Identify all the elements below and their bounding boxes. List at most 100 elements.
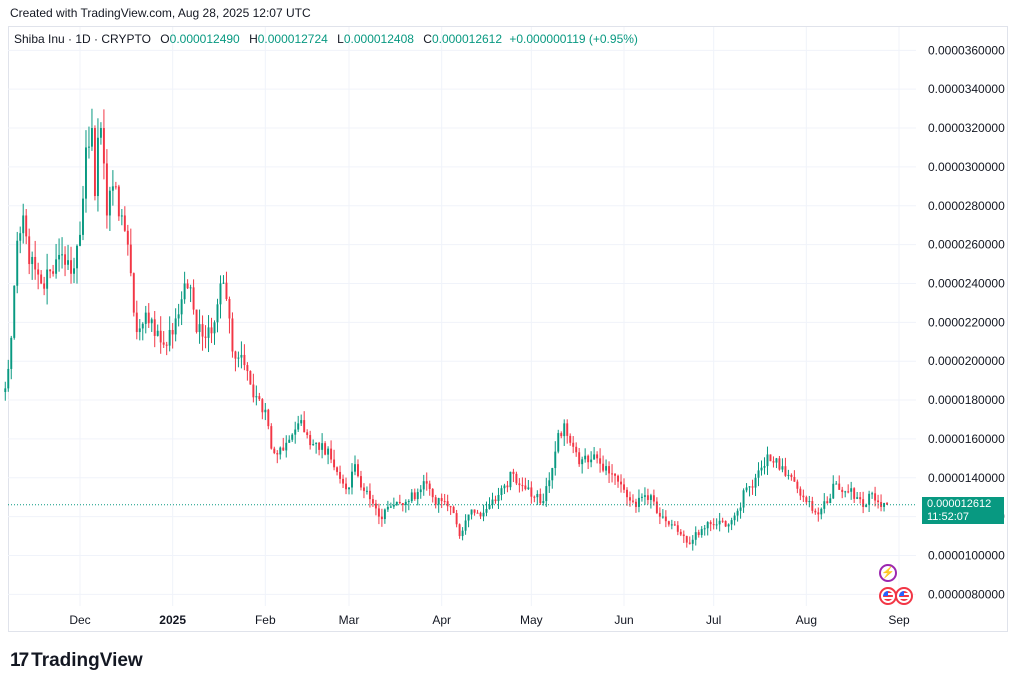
x-axis: Dec 2025 Feb Mar Apr May Jun Jul Aug Sep — [69, 613, 910, 627]
candle-body — [85, 147, 87, 199]
candle-body — [563, 423, 566, 437]
candle-body — [539, 493, 542, 504]
candle-body — [871, 493, 874, 495]
candle-body — [153, 319, 156, 336]
candle-body — [351, 471, 353, 488]
candle-body — [530, 487, 533, 497]
candle-body — [342, 478, 345, 484]
candle-body — [817, 512, 820, 515]
gridlines — [8, 27, 916, 606]
candle-body — [533, 496, 536, 498]
candle-body — [587, 455, 590, 463]
candle-body — [285, 442, 288, 451]
candle-body — [841, 489, 844, 493]
candle-body — [177, 314, 180, 319]
us-flag-icon[interactable] — [879, 587, 897, 605]
y-tick-label: 0.0000340000 — [928, 82, 1005, 96]
candle-body — [225, 282, 228, 300]
close-value: 0.000012612 — [431, 32, 503, 46]
candle-body — [847, 491, 850, 493]
candle-body — [219, 283, 222, 305]
candle-body — [383, 509, 386, 520]
x-tick-label: Mar — [339, 613, 360, 627]
y-tick-label: 0.0000140000 — [928, 471, 1005, 485]
candle-body — [560, 433, 563, 437]
candle-body — [348, 487, 350, 490]
candle-body — [614, 473, 617, 476]
candle-body — [150, 319, 153, 324]
chart-frame — [8, 26, 1008, 632]
lightning-icon[interactable]: ⚡ — [879, 564, 897, 582]
candle-body — [192, 287, 195, 310]
candle-body — [877, 500, 880, 503]
candle-body — [470, 509, 473, 515]
candle-body — [769, 454, 772, 462]
candle-body — [736, 510, 739, 516]
candle-body — [679, 531, 682, 535]
x-tick-label: Apr — [432, 613, 451, 627]
candle-body — [201, 324, 204, 337]
candle-body — [605, 466, 608, 471]
symbol-label: Shiba Inu · 1D · CRYPTO — [14, 32, 151, 46]
candle-body — [126, 230, 129, 245]
candle-body — [19, 233, 22, 241]
candle-body — [70, 260, 73, 274]
candle-body — [79, 234, 81, 246]
candle-body — [820, 508, 823, 515]
logo-text: TradingView — [31, 650, 143, 671]
candle-body — [25, 215, 28, 237]
candle-body — [494, 499, 497, 502]
candle-body — [228, 299, 231, 319]
y-tick-label: 0.0000300000 — [928, 160, 1005, 174]
candle-body — [156, 330, 159, 336]
candle-body — [416, 492, 419, 500]
us-flag-icon[interactable] — [895, 587, 913, 605]
candle-body — [102, 128, 105, 164]
candle-body — [682, 534, 685, 537]
candle-body — [189, 287, 192, 289]
candle-body — [829, 498, 832, 504]
candle-body — [213, 322, 216, 334]
candle-body — [270, 426, 273, 449]
candle-body — [407, 501, 410, 503]
candle-body — [664, 516, 667, 522]
candle-body — [748, 486, 751, 488]
candle-body — [31, 256, 34, 265]
candle-body — [688, 542, 691, 544]
candle-body — [413, 492, 416, 500]
candle-body — [796, 481, 799, 489]
candle-body — [721, 520, 724, 522]
candle-body — [147, 312, 150, 324]
candle-body — [542, 501, 545, 504]
x-tick-label: May — [520, 613, 543, 627]
x-tick-label: Aug — [796, 613, 817, 627]
candle-body — [291, 434, 294, 440]
candle-body — [506, 485, 509, 488]
low-label: L — [337, 32, 344, 46]
candle-body — [105, 163, 108, 216]
candle-body — [318, 442, 321, 450]
candle-body — [359, 476, 362, 488]
candle-body — [61, 254, 64, 256]
candle-body — [67, 260, 70, 265]
candle-body — [703, 528, 706, 530]
candle-body — [303, 420, 306, 433]
candle-body — [99, 128, 102, 138]
y-tick-label: 0.0000360000 — [928, 43, 1005, 57]
y-tick-label: 0.0000240000 — [928, 276, 1005, 290]
candle-body — [437, 498, 440, 505]
candle-body — [168, 329, 171, 346]
candle-body — [374, 503, 377, 509]
candle-body — [859, 497, 862, 500]
candle-body — [58, 254, 61, 260]
tradingview-logo: 17 TradingView — [10, 650, 143, 672]
candle-body — [599, 458, 602, 464]
candle-body — [730, 520, 733, 525]
candle-body — [28, 236, 31, 265]
y-tick-label: 0.0000280000 — [928, 199, 1005, 213]
candle-body — [425, 481, 428, 484]
candle-body — [419, 489, 422, 493]
candle-body — [458, 524, 461, 537]
candle-body — [165, 344, 168, 346]
